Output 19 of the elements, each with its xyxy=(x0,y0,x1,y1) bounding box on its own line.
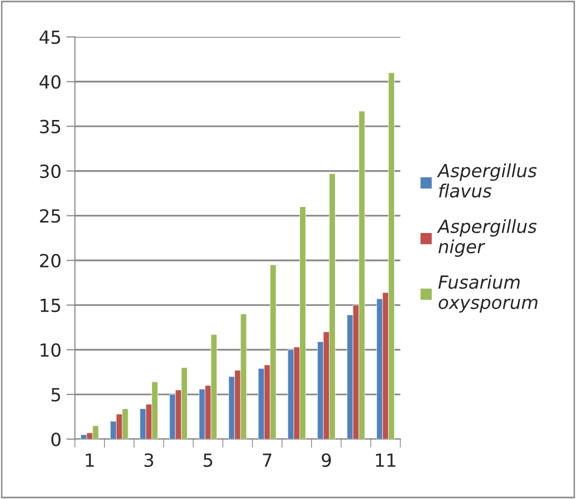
x-tick-label: 5 xyxy=(204,454,212,467)
legend-label: Aspergillus niger xyxy=(436,219,537,257)
y-tick-label: 10 xyxy=(40,343,60,357)
y-tick-label: 35 xyxy=(40,120,60,134)
y-tick-label: 5 xyxy=(52,388,60,402)
x-tick-label: 1 xyxy=(86,454,94,467)
y-tick-label: 45 xyxy=(40,30,60,44)
y-tick-label: 15 xyxy=(40,298,60,312)
x-tick-label: 11 xyxy=(376,454,396,467)
y-tick-label: 40 xyxy=(40,75,60,89)
y-tick-label: 25 xyxy=(40,209,60,223)
x-tick-label: 3 xyxy=(144,453,154,467)
x-tick-label: 7 xyxy=(262,454,272,467)
x-tick-label: 9 xyxy=(322,453,331,467)
y-tick-label: 20 xyxy=(40,254,60,268)
y-tick-label: 0 xyxy=(51,432,60,446)
legend-label: Aspergillus flavus xyxy=(436,163,537,198)
y-tick-label: 30 xyxy=(40,164,60,178)
legend-label: Fusarium oxysporum xyxy=(438,274,538,313)
